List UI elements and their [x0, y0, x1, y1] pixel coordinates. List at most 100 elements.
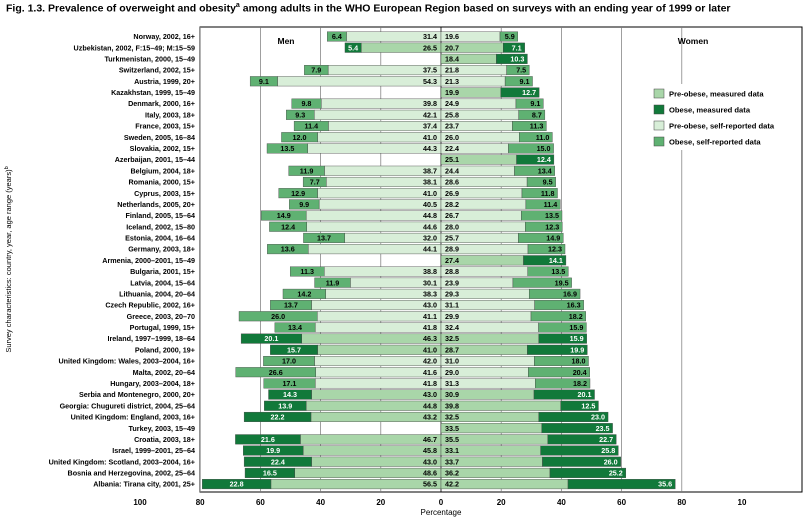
value-label-men-pre-obese: 31.4 — [423, 32, 437, 41]
value-label-women-pre-obese: 42.2 — [445, 480, 459, 489]
bar-men-obese — [288, 165, 325, 176]
bar-women-obese — [496, 53, 528, 64]
bar-men-obese — [243, 411, 312, 422]
x-tick-label: 60 — [256, 498, 265, 507]
row-label: Serbia and Montenegro, 2000, 20+ — [79, 390, 195, 399]
bar-women-obese — [523, 255, 567, 266]
figure-title-rest: among adults in the WHO European Region … — [239, 2, 731, 15]
bar-women-obese — [525, 199, 561, 210]
value-label-women-pre-obese: 32.4 — [445, 323, 459, 332]
row-label: United Kingdom: Scotland, 2003–2004, 16+ — [49, 457, 195, 466]
value-label-women-pre-obese: 28.7 — [445, 345, 459, 354]
row-label: Norway, 2002, 16+ — [133, 32, 195, 41]
value-label-women-pre-obese: 24.9 — [445, 99, 459, 108]
bar-men-obese — [243, 456, 312, 467]
bar-men-pre-obese — [306, 221, 442, 232]
bar-men-pre-obese — [311, 300, 442, 311]
value-label-women-obese: 12.3 — [545, 222, 559, 231]
bar-men-obese — [263, 356, 315, 367]
row-label: France, 2003, 15+ — [135, 122, 195, 131]
row-label: Turkmenistan, 2000, 15–49 — [104, 54, 195, 63]
value-label-men-obese: 21.6 — [261, 435, 275, 444]
bar-men-obese — [261, 210, 307, 221]
value-label-women-obese: 9.5 — [543, 178, 553, 187]
value-label-men-obese: 12.0 — [293, 133, 307, 142]
value-label-women-obese: 19.9 — [570, 345, 584, 354]
value-label-men-pre-obese: 45.8 — [423, 446, 437, 455]
value-label-women-pre-obese: 26.0 — [445, 133, 459, 142]
value-label-men-pre-obese: 41.1 — [423, 312, 437, 321]
bar-women-obese — [527, 244, 566, 255]
value-label-men-obese: 14.2 — [297, 289, 311, 298]
bar-women-obese — [538, 322, 587, 333]
value-label-women-obese: 20.1 — [578, 390, 592, 399]
bar-women-obese — [540, 445, 619, 456]
value-label-women-obese: 18.2 — [573, 379, 587, 388]
value-label-women-pre-obese: 31.3 — [445, 379, 459, 388]
value-label-women-pre-obese: 29.0 — [445, 368, 459, 377]
row-label: Austria, 1999, 20+ — [134, 77, 195, 86]
value-label-men-obese: 13.6 — [281, 245, 295, 254]
value-label-men-pre-obese: 38.1 — [423, 178, 437, 187]
bar-women-obese — [518, 232, 564, 243]
value-label-men-obese: 19.9 — [266, 446, 280, 455]
bar-men-obese — [270, 300, 312, 311]
value-label-women-pre-obese: 31.1 — [445, 301, 459, 310]
row-label: Germany, 2003, 18+ — [128, 245, 195, 254]
bar-women-obese — [549, 467, 627, 478]
bar-men-obese — [249, 76, 278, 87]
x-tick-label: 100 — [133, 498, 147, 507]
row-label: Georgia: Chugureti district, 2004, 25–64 — [60, 401, 195, 410]
value-label-women-obese: 8.7 — [532, 110, 542, 119]
x-tick-label: 0 — [439, 498, 444, 507]
value-label-women-obese: 14.9 — [546, 234, 560, 243]
bar-men-obese — [235, 434, 301, 445]
bar-men-obese — [267, 244, 309, 255]
value-label-men-obese: 9.3 — [295, 110, 305, 119]
value-label-women-pre-obese: 29.3 — [445, 289, 459, 298]
value-label-women-obese: 12.7 — [522, 88, 536, 97]
row-label: Portugal, 1999, 15+ — [130, 323, 195, 332]
value-label-men-obese: 26.6 — [269, 368, 283, 377]
bar-men-pre-obese — [302, 445, 442, 456]
value-label-men-pre-obese: 26.5 — [423, 43, 437, 52]
value-label-women-obese: 13.4 — [538, 166, 552, 175]
value-label-men-obese: 14.3 — [283, 390, 297, 399]
value-label-men-pre-obese: 46.3 — [423, 334, 437, 343]
value-label-men-pre-obese: 44.1 — [423, 245, 437, 254]
value-label-women-obese: 11.0 — [536, 133, 550, 142]
value-label-men-obese: 26.0 — [271, 312, 285, 321]
value-label-men-obese: 7.9 — [311, 66, 321, 75]
value-label-men-obese: 22.8 — [230, 480, 244, 489]
row-label: Bosnia and Herzegovina, 2002, 25–64 — [68, 469, 195, 478]
bar-women-obese — [503, 42, 525, 53]
value-label-men-pre-obese: 38.3 — [423, 289, 437, 298]
bar-women-obese — [560, 400, 599, 411]
value-label-women-pre-obese: 33.7 — [445, 457, 459, 466]
value-label-women-pre-obese: 19.9 — [445, 88, 459, 97]
row-label: Malta, 2002, 20–64 — [133, 368, 195, 377]
value-label-men-obese: 13.7 — [317, 234, 331, 243]
x-tick-label: 20 — [376, 498, 385, 507]
bar-men-obese — [274, 322, 316, 333]
y-axis-title: Survey characteristics: country, year, a… — [4, 166, 13, 352]
row-label: United Kingdom: England, 2003, 16+ — [71, 413, 195, 422]
value-label-women-pre-obese: 35.5 — [445, 435, 459, 444]
value-label-women-obese: 14.1 — [549, 256, 563, 265]
figure-title-text: Fig. 1.3. Prevalence of overweight and o… — [6, 2, 236, 15]
value-label-women-pre-obese: 26.7 — [445, 211, 459, 220]
value-label-men-pre-obese: 38.8 — [423, 267, 437, 276]
legend-background — [648, 84, 798, 150]
value-label-women-pre-obese: 21.8 — [445, 66, 459, 75]
value-label-women-pre-obese: 25.7 — [445, 234, 459, 243]
x-tick-label: 40 — [557, 498, 566, 507]
value-label-men-pre-obese: 48.6 — [423, 469, 437, 478]
bar-women-obese — [527, 266, 569, 277]
bar-men-obese — [243, 445, 304, 456]
value-label-women-pre-obese: 32.5 — [445, 413, 459, 422]
value-label-men-obese: 13.7 — [284, 301, 298, 310]
row-label: Armenia, 2000–2001, 15–49 — [102, 256, 195, 265]
value-label-women-pre-obese: 28.8 — [445, 267, 459, 276]
bar-women-obese — [535, 378, 591, 389]
value-label-women-obese: 11.4 — [544, 200, 558, 209]
